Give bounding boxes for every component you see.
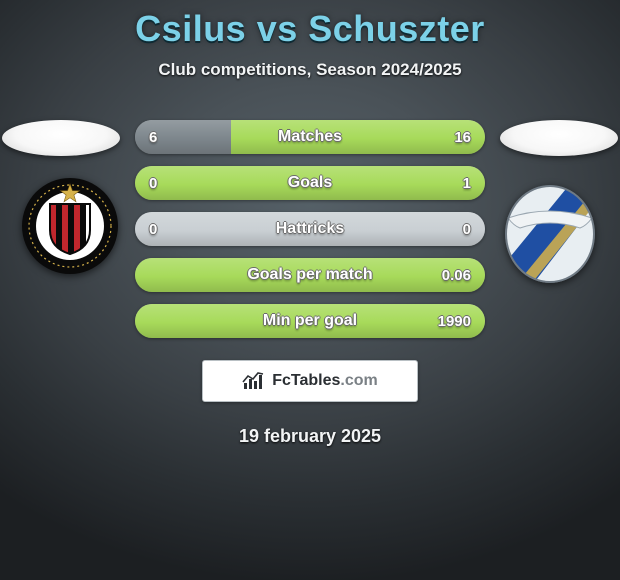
date-text: 19 february 2025 <box>0 426 620 447</box>
stat-bar-left <box>135 212 310 246</box>
stat-bar-left <box>135 120 231 154</box>
page-title: Csilus vs Schuszter <box>0 0 620 50</box>
stat-row: Goals per match0.06 <box>135 258 485 292</box>
stat-bar-right <box>135 166 485 200</box>
stat-row: Hattricks00 <box>135 212 485 246</box>
brand-bars-icon <box>242 371 266 391</box>
subtitle: Club competitions, Season 2024/2025 <box>0 60 620 80</box>
player-right-photo <box>500 120 618 156</box>
stat-row: Goals01 <box>135 166 485 200</box>
club-crest-right <box>500 184 600 284</box>
stat-bar-right <box>135 258 485 292</box>
brand-domain: .com <box>340 372 377 389</box>
stat-row: Min per goal1990 <box>135 304 485 338</box>
stat-bar-right <box>135 304 485 338</box>
stat-bar-right <box>310 212 485 246</box>
brand-name: FcTables <box>272 372 340 389</box>
player-left-photo <box>2 120 120 156</box>
stat-row: Matches616 <box>135 120 485 154</box>
brand-text: FcTables.com <box>272 372 378 390</box>
stat-bar-right <box>231 120 485 154</box>
stats-column: Matches616 Goals01 Hattricks00 Goals per ma… <box>135 120 485 350</box>
comparison-infographic: Csilus vs Schuszter Club competitions, S… <box>0 0 620 580</box>
club-crest-left <box>20 176 120 276</box>
brand-box: FcTables.com <box>202 360 418 402</box>
